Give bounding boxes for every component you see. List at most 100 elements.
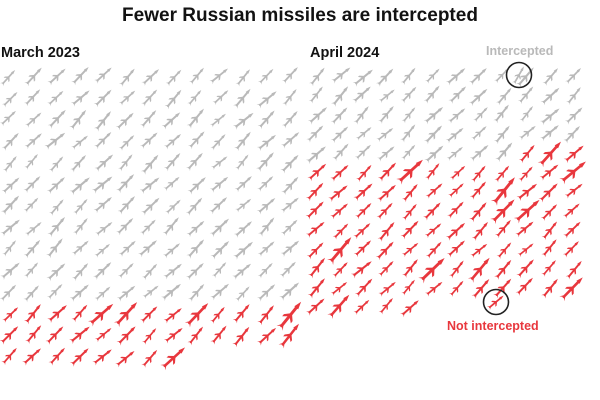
missile-intercepted (257, 176, 274, 192)
missile-not-intercepted (516, 259, 534, 279)
missile-not-intercepted (563, 221, 581, 239)
missile-not-intercepted (378, 297, 393, 315)
missile-intercepted (46, 283, 63, 300)
missile-not-intercepted (354, 278, 373, 298)
missile-intercepted (93, 89, 112, 108)
missile-not-intercepted (328, 185, 348, 202)
missile-intercepted (118, 68, 135, 87)
missile-intercepted (234, 131, 251, 152)
missile-intercepted (118, 135, 135, 151)
missile-intercepted (94, 154, 114, 172)
missile-intercepted (233, 221, 252, 238)
missile-intercepted (186, 152, 203, 172)
missile-intercepted (280, 197, 299, 214)
missile-intercepted (235, 286, 250, 302)
missile-intercepted (139, 132, 158, 149)
missile-not-intercepted (376, 202, 393, 220)
missile-intercepted (69, 284, 89, 302)
missile-not-intercepted (541, 278, 558, 299)
missile-intercepted (423, 125, 443, 145)
missile-not-intercepted (494, 259, 512, 280)
missile-intercepted (564, 107, 583, 125)
missile-intercepted (540, 125, 559, 142)
legend-not-intercepted-marker (482, 288, 510, 316)
missile-not-intercepted (1, 347, 17, 366)
missile-intercepted (163, 176, 180, 192)
missile-not-intercepted (494, 219, 511, 239)
missile-not-intercepted (490, 177, 515, 206)
missile-not-intercepted (377, 184, 396, 203)
missile-intercepted (162, 243, 181, 259)
missile-intercepted (162, 217, 179, 237)
missile-intercepted (186, 220, 205, 238)
missile-intercepted (188, 284, 205, 302)
missile-intercepted (0, 69, 16, 87)
missile-intercepted (24, 222, 42, 237)
missile-not-intercepted (377, 162, 397, 182)
missile-not-intercepted (539, 164, 559, 181)
missile-not-intercepted (537, 141, 562, 168)
missile-intercepted (47, 109, 66, 129)
panel-title-left: March 2023 (1, 45, 80, 61)
missile-intercepted (401, 107, 416, 124)
missile-intercepted (355, 127, 372, 141)
missile-not-intercepted (278, 323, 299, 349)
missile-intercepted (94, 286, 111, 302)
panel-title-right: April 2024 (310, 45, 379, 61)
missile-not-intercepted (425, 163, 440, 181)
panel-march-2023-grid (0, 66, 302, 371)
missile-not-intercepted (470, 243, 488, 259)
missile-not-intercepted (332, 223, 349, 240)
missile-intercepted (233, 241, 253, 260)
missile-not-intercepted (184, 303, 209, 328)
missile-not-intercepted (330, 203, 348, 220)
missile-intercepted (400, 67, 416, 86)
legend-intercepted-label: Intercepted (486, 44, 553, 58)
missile-intercepted (116, 218, 134, 236)
missile-intercepted (565, 68, 582, 85)
missile-intercepted (187, 89, 202, 107)
missile-intercepted (539, 108, 560, 126)
missile-not-intercepted (330, 165, 349, 182)
missile-not-intercepted (160, 347, 186, 371)
missile-intercepted (23, 197, 39, 213)
missile-not-intercepted (353, 183, 373, 202)
missile-intercepted (306, 125, 324, 143)
missile-not-intercepted (448, 183, 464, 198)
missile-intercepted (331, 67, 351, 84)
missile-not-intercepted (92, 349, 112, 366)
missile-not-intercepted (355, 202, 372, 220)
missile-not-intercepted (353, 223, 371, 240)
missile-intercepted (471, 126, 487, 141)
missile-intercepted (518, 125, 536, 141)
missile-intercepted (69, 109, 87, 131)
missile-not-intercepted (469, 181, 486, 200)
missile-intercepted (232, 263, 252, 280)
missile-intercepted (468, 88, 488, 107)
missile-not-intercepted (447, 201, 464, 219)
missile-not-intercepted (562, 241, 579, 258)
missile-intercepted (24, 67, 42, 87)
missile-intercepted (47, 216, 65, 238)
missile-intercepted (540, 87, 560, 106)
missile-intercepted (256, 152, 274, 172)
missile-intercepted (280, 219, 298, 237)
missile-not-intercepted (353, 299, 370, 316)
missile-not-intercepted (493, 278, 512, 299)
missile-intercepted (70, 90, 90, 107)
missile-not-intercepted (513, 199, 540, 224)
missile-not-intercepted (356, 164, 372, 183)
missile-intercepted (256, 134, 276, 152)
missile-intercepted (280, 154, 299, 174)
missile-not-intercepted (445, 222, 466, 241)
missile-intercepted (282, 89, 297, 107)
missile-intercepted (234, 176, 252, 193)
missile-intercepted (378, 105, 394, 124)
missile-intercepted (257, 110, 275, 130)
missile-intercepted (209, 197, 228, 215)
missile-intercepted (493, 125, 510, 145)
missile-intercepted (281, 132, 300, 149)
missile-intercepted (377, 146, 395, 162)
missile-intercepted (93, 196, 112, 214)
